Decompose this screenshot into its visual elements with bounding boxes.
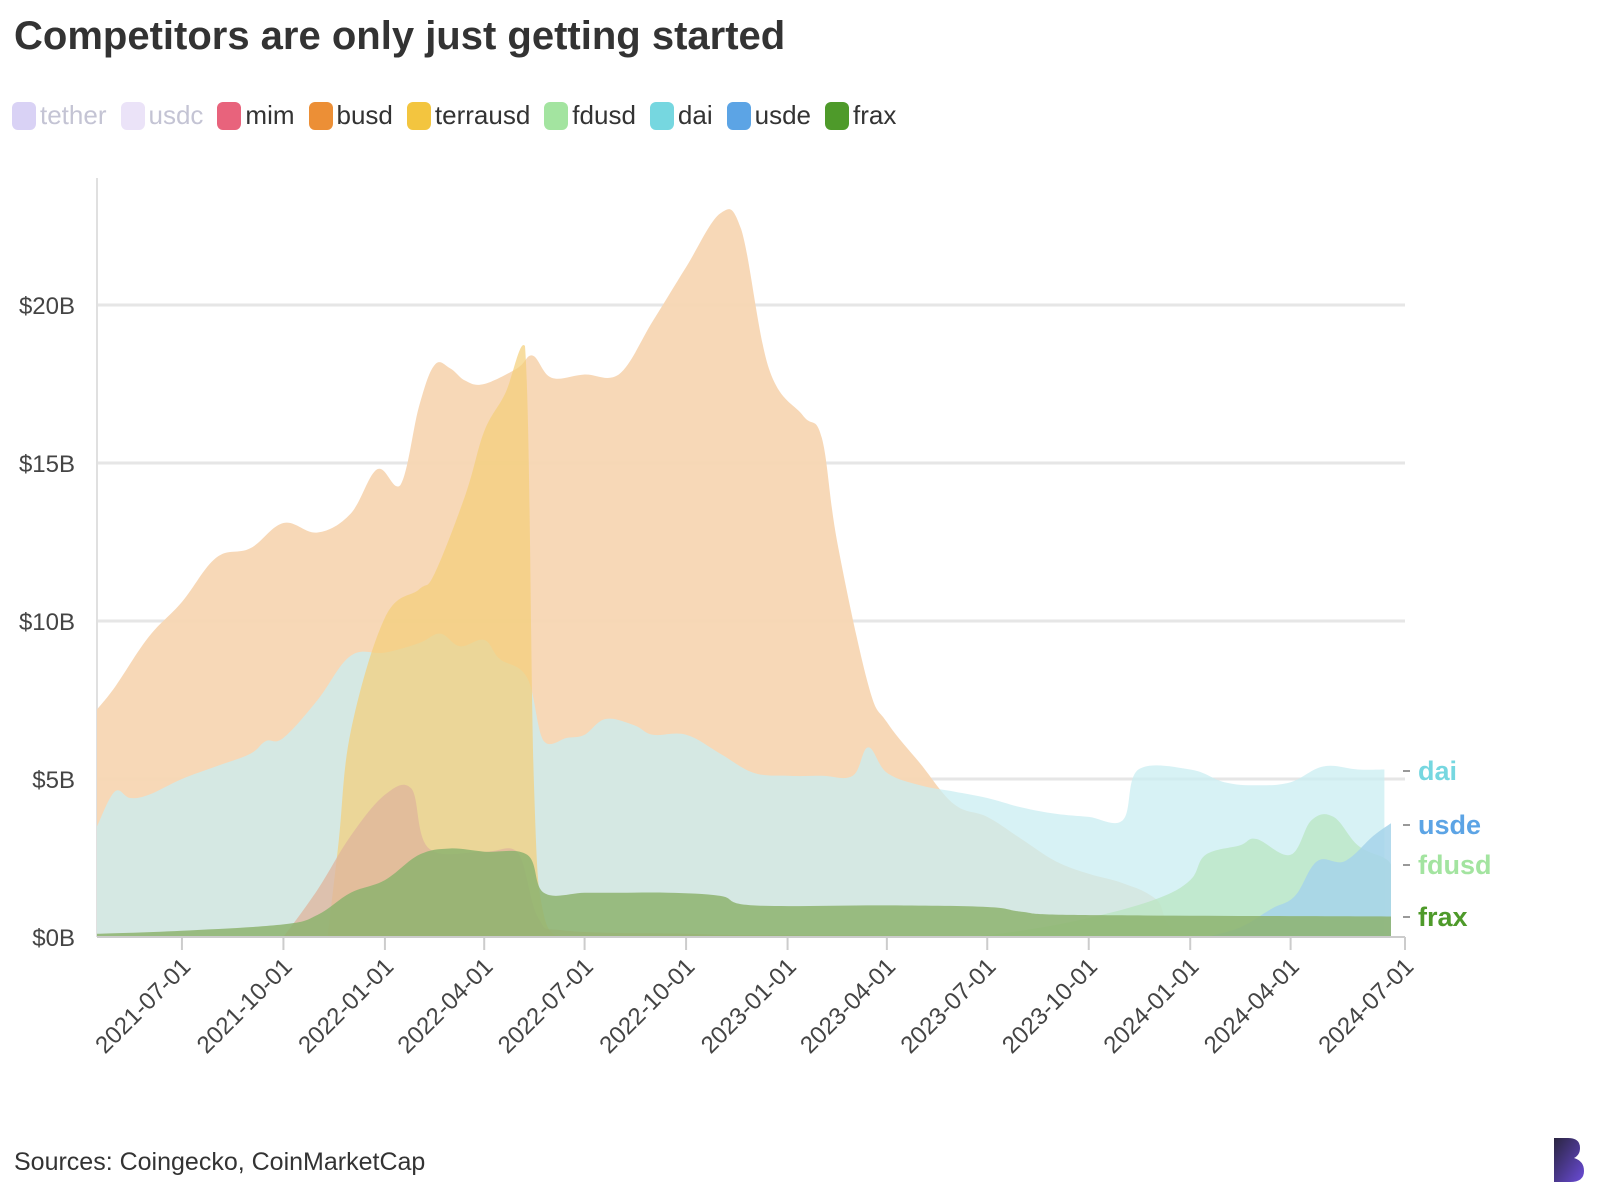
- x-tick-label: 2024-07-01: [1313, 953, 1419, 1059]
- end-label-frax: frax: [1418, 902, 1468, 932]
- brand-logo: [1554, 1138, 1584, 1182]
- end-label-dai: dai: [1418, 756, 1457, 786]
- source-note: Sources: Coingecko, CoinMarketCap: [14, 1148, 426, 1176]
- legend-label: frax: [853, 100, 897, 130]
- chart-title: Competitors are only just getting starte…: [14, 14, 786, 58]
- legend-item-tether[interactable]: tether: [12, 100, 107, 131]
- x-tick-label: 2022-10-01: [594, 953, 700, 1059]
- legend-label: tether: [40, 100, 107, 130]
- legend-label: usdc: [148, 100, 204, 130]
- x-tick-label: 2023-07-01: [896, 953, 1002, 1059]
- legend-label: fdusd: [572, 100, 636, 130]
- x-tick-label: 2024-01-01: [1099, 953, 1205, 1059]
- x-tick-label: 2021-07-01: [90, 953, 196, 1059]
- legend-label: terrausd: [434, 100, 531, 130]
- x-tick-label: 2023-01-01: [696, 953, 802, 1059]
- legend-item-fdusd[interactable]: fdusd: [544, 100, 636, 131]
- area-terrausd: [327, 345, 567, 937]
- legend-swatch: [217, 101, 242, 130]
- y-tick-label: $5B: [32, 767, 75, 794]
- legend-item-busd[interactable]: busd: [308, 100, 393, 131]
- legend: tether usdc mim busd terrausd fdusd dai usde fra…: [12, 100, 910, 131]
- x-tick-label: 2023-04-01: [795, 953, 901, 1059]
- x-tick-label: 2022-01-01: [293, 953, 399, 1059]
- area-usde: [1205, 823, 1391, 937]
- end-label-fdusd: fdusd: [1418, 850, 1492, 880]
- legend-swatch: [544, 101, 569, 130]
- legend-swatch: [726, 101, 751, 130]
- legend-item-frax[interactable]: frax: [825, 100, 896, 131]
- legend-label: usde: [754, 100, 811, 130]
- x-tick-label: 2021-10-01: [192, 953, 298, 1059]
- legend-swatch: [120, 101, 145, 130]
- x-tick-label: 2023-10-01: [997, 953, 1103, 1059]
- legend-swatch: [406, 101, 431, 130]
- chart-svg: $0B$5B$10B$15B$20B2021-07-012021-10-0120…: [19, 178, 1492, 1059]
- area-frax: [97, 848, 1391, 937]
- y-tick-label: $0B: [32, 925, 75, 952]
- x-tick-label: 2022-04-01: [393, 953, 499, 1059]
- legend-item-usdc[interactable]: usdc: [120, 100, 204, 131]
- legend-label: busd: [336, 100, 393, 130]
- legend-swatch: [825, 101, 849, 130]
- legend-swatch: [12, 101, 36, 130]
- y-tick-label: $20B: [19, 293, 75, 320]
- legend-swatch: [649, 101, 674, 130]
- legend-label: mim: [245, 100, 295, 130]
- y-tick-label: $15B: [19, 451, 75, 478]
- end-label-usde: usde: [1418, 810, 1481, 840]
- legend-swatch: [308, 101, 333, 130]
- legend-item-mim[interactable]: mim: [217, 100, 295, 131]
- legend-item-terrausd[interactable]: terrausd: [406, 100, 531, 131]
- x-tick-label: 2024-04-01: [1199, 953, 1305, 1059]
- y-tick-label: $10B: [19, 609, 75, 636]
- legend-label: dai: [677, 100, 713, 130]
- x-tick-label: 2022-07-01: [493, 953, 599, 1059]
- legend-item-usde[interactable]: usde: [726, 100, 811, 131]
- legend-item-dai[interactable]: dai: [649, 100, 713, 131]
